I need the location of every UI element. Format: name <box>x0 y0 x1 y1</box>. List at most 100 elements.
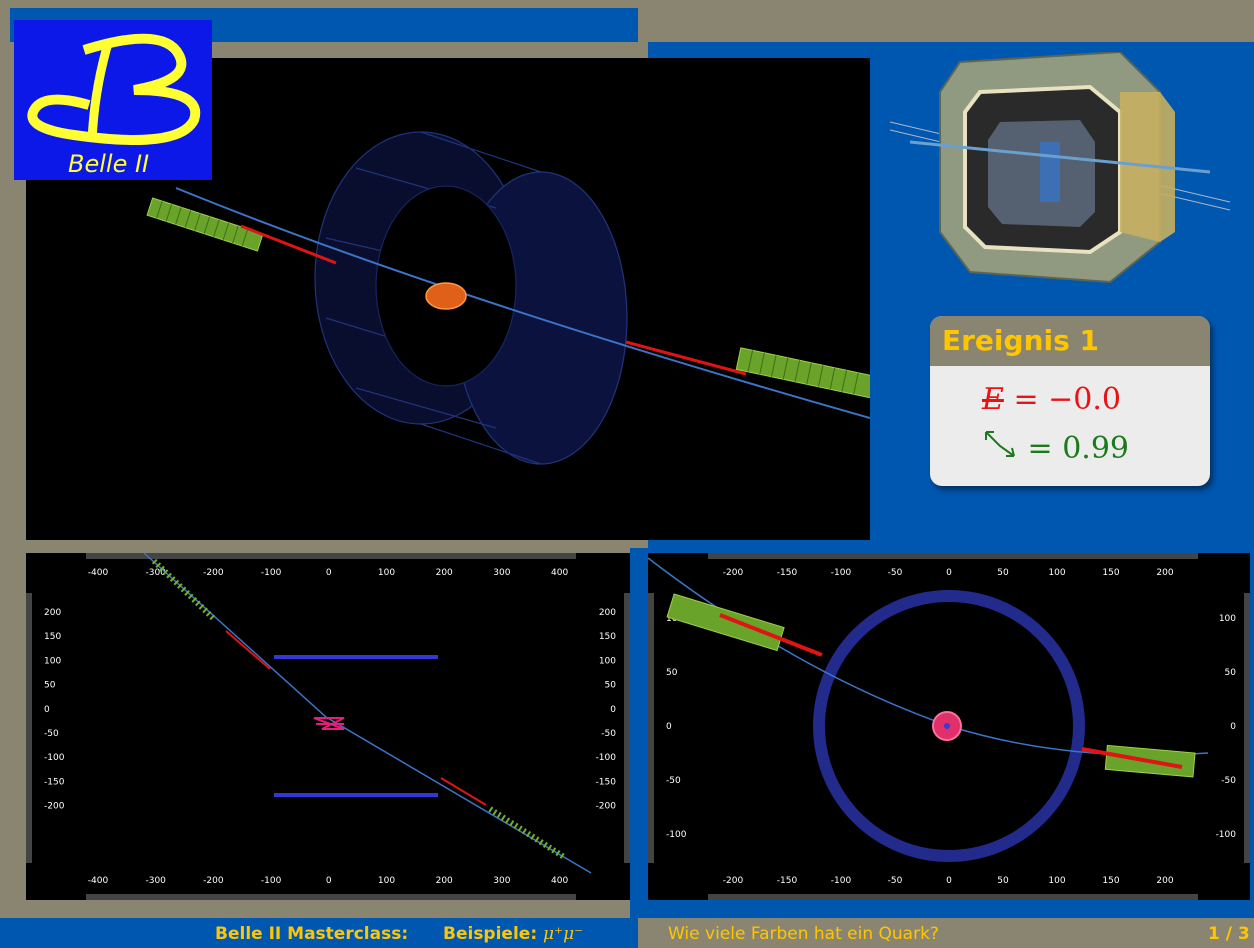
xy-x-tick-label: 100 <box>1048 568 1065 578</box>
xy-x-tick-label: 0 <box>946 876 952 886</box>
xy-y-tick-label: 0 <box>1230 722 1236 732</box>
xy-muon-hits-right <box>1081 747 1183 769</box>
xy-x-tick-label: 150 <box>1102 568 1119 578</box>
rz-ruler-top <box>86 553 576 559</box>
rz-y-ticks-right: 200 150 100 50 0 -50 -100 -150 -200 <box>596 608 617 812</box>
xy-x-ticks-bottom: -200 -150 -100 -50 0 50 100 150 200 <box>723 876 1174 886</box>
xy-muon-track <box>648 557 1209 756</box>
event-info-box: Ereignis 1 E = −0.0 = 0.99 <box>930 316 1210 486</box>
rz-projection-view[interactable]: -400 -300 -200 -100 0 100 200 300 400 -400 -300 -2… <box>26 553 630 900</box>
belle2-logo: Belle II <box>14 20 212 180</box>
rz-x-tick-label: 300 <box>493 568 510 578</box>
xy-x-tick-label: 50 <box>997 568 1009 578</box>
rz-vertex-hits <box>313 717 345 730</box>
missing-energy-symbol: E <box>982 382 1004 417</box>
xy-y-tick-label: -100 <box>666 830 687 840</box>
ecl-cluster-right <box>735 347 870 400</box>
main-3d-event-display[interactable] <box>26 58 870 540</box>
rz-y-tick-label: -150 <box>596 777 617 787</box>
opening-angle-value: = 0.99 <box>1027 431 1130 466</box>
rz-x-tick-label: 200 <box>436 876 453 886</box>
rz-ruler-right <box>624 593 630 863</box>
rz-y-tick-label: 50 <box>44 681 56 691</box>
xy-x-tick-label: 200 <box>1156 876 1173 886</box>
rz-y-tick-label: -50 <box>601 729 616 739</box>
belle2-detector-icon <box>889 50 1231 284</box>
header-bar-right <box>638 8 1254 42</box>
rz-y-tick-label: -200 <box>44 802 65 812</box>
muon-track-3d <box>175 187 870 419</box>
muon-hits-left-3d <box>240 224 337 265</box>
xy-projection-svg: -200 -150 -100 -50 0 50 100 150 200 -200 -150 -100… <box>648 553 1250 900</box>
xy-y-tick-label: 0 <box>666 722 672 732</box>
rz-x-tick-label: 400 <box>551 568 568 578</box>
rz-y-ticks-left: 200 150 100 50 0 -50 -100 -150 -200 <box>44 608 65 812</box>
rz-y-tick-label: 0 <box>610 705 616 715</box>
xy-x-tick-label: -50 <box>888 876 903 886</box>
xy-x-tick-label: -200 <box>723 876 744 886</box>
muon-hits-right-3d <box>625 340 747 376</box>
rz-x-tick-label: 0 <box>326 568 332 578</box>
rz-x-tick-label: 400 <box>551 876 568 886</box>
rz-muon-hits-right <box>440 777 487 806</box>
xy-ruler-bottom <box>708 894 1198 900</box>
footer-page-number: 1 / 3 <box>1208 924 1250 944</box>
xy-y-tick-label: 50 <box>1225 668 1237 678</box>
vertex-detector-3d <box>425 282 467 310</box>
footer-right: Wie viele Farben hat ein Quark? 1 / 3 <box>638 918 1254 948</box>
rz-muon-hits-left <box>225 630 271 670</box>
event-title: Ereignis 1 <box>942 324 1099 357</box>
xy-x-tick-label: 50 <box>997 876 1009 886</box>
missing-energy-value: = −0.0 <box>1013 382 1121 417</box>
rz-y-tick-label: -150 <box>44 777 65 787</box>
rz-y-tick-label: -100 <box>596 753 617 763</box>
rz-cdc-upper-wall <box>274 655 438 659</box>
rz-x-tick-label: 200 <box>436 568 453 578</box>
rz-x-tick-label: 300 <box>493 876 510 886</box>
rz-ecl-hits-left <box>151 558 217 622</box>
xy-y-tick-label: 100 <box>1219 614 1236 624</box>
rz-x-tick-label: -400 <box>88 876 109 886</box>
xy-x-tick-label: 200 <box>1156 568 1173 578</box>
xy-ruler-top <box>708 553 1198 559</box>
rz-x-tick-label: 100 <box>378 568 395 578</box>
xy-projection-view[interactable]: -200 -150 -100 -50 0 50 100 150 200 -200 -150 -100… <box>648 553 1250 900</box>
rz-y-tick-label: 100 <box>44 656 61 666</box>
xy-x-ticks-top: -200 -150 -100 -50 0 50 100 150 200 <box>723 568 1174 578</box>
rz-x-tick-label: -300 <box>145 876 166 886</box>
xy-y-ticks-right: 100 50 0 -50 -100 <box>1216 614 1237 840</box>
footer-examples-label: Beispiele: <box>443 924 544 944</box>
xy-y-tick-label: -100 <box>1216 830 1237 840</box>
rz-x-tick-label: -200 <box>203 876 224 886</box>
rz-x-tick-label: -100 <box>261 568 282 578</box>
drift-chamber-cylinder <box>314 131 628 465</box>
xy-cdc-ring <box>813 590 1085 862</box>
rz-x-tick-label: -200 <box>203 568 224 578</box>
rz-y-tick-label: 200 <box>599 608 616 618</box>
rz-x-tick-label: -100 <box>261 876 282 886</box>
rz-x-tick-label: 0 <box>326 876 332 886</box>
xy-ruler-right <box>1244 593 1250 863</box>
rz-y-tick-label: 50 <box>605 681 617 691</box>
rz-muon-track <box>143 553 592 874</box>
xy-x-tick-label: 100 <box>1048 876 1065 886</box>
rz-y-tick-label: -100 <box>44 753 65 763</box>
rz-x-ticks-bottom: -400 -300 -200 -100 0 100 200 300 400 <box>88 876 569 886</box>
xy-x-tick-label: -100 <box>831 876 852 886</box>
xy-x-tick-label: 150 <box>1102 876 1119 886</box>
xy-ecl-cluster-left <box>666 593 785 652</box>
xy-muon-hits-left <box>719 613 823 657</box>
footer-examples-particles: μ⁺μ⁻ <box>543 924 584 944</box>
rz-x-tick-label: -400 <box>88 568 109 578</box>
rz-y-tick-label: 200 <box>44 608 61 618</box>
rz-y-tick-label: 150 <box>599 632 616 642</box>
rz-projection-svg: -400 -300 -200 -100 0 100 200 300 400 -400 -300 -2… <box>26 553 630 900</box>
detector-illustration <box>889 50 1231 292</box>
xy-x-tick-label: -200 <box>723 568 744 578</box>
rz-y-tick-label: 0 <box>44 705 50 715</box>
opening-angle-arrows-icon <box>985 431 1015 457</box>
footer-left: Belle II Masterclass: Beispiele: μ⁺μ⁻ <box>0 918 638 948</box>
footer-title: Belle II Masterclass: <box>215 924 409 944</box>
rz-y-tick-label: 150 <box>44 632 61 642</box>
rz-ruler-bottom <box>86 894 576 900</box>
